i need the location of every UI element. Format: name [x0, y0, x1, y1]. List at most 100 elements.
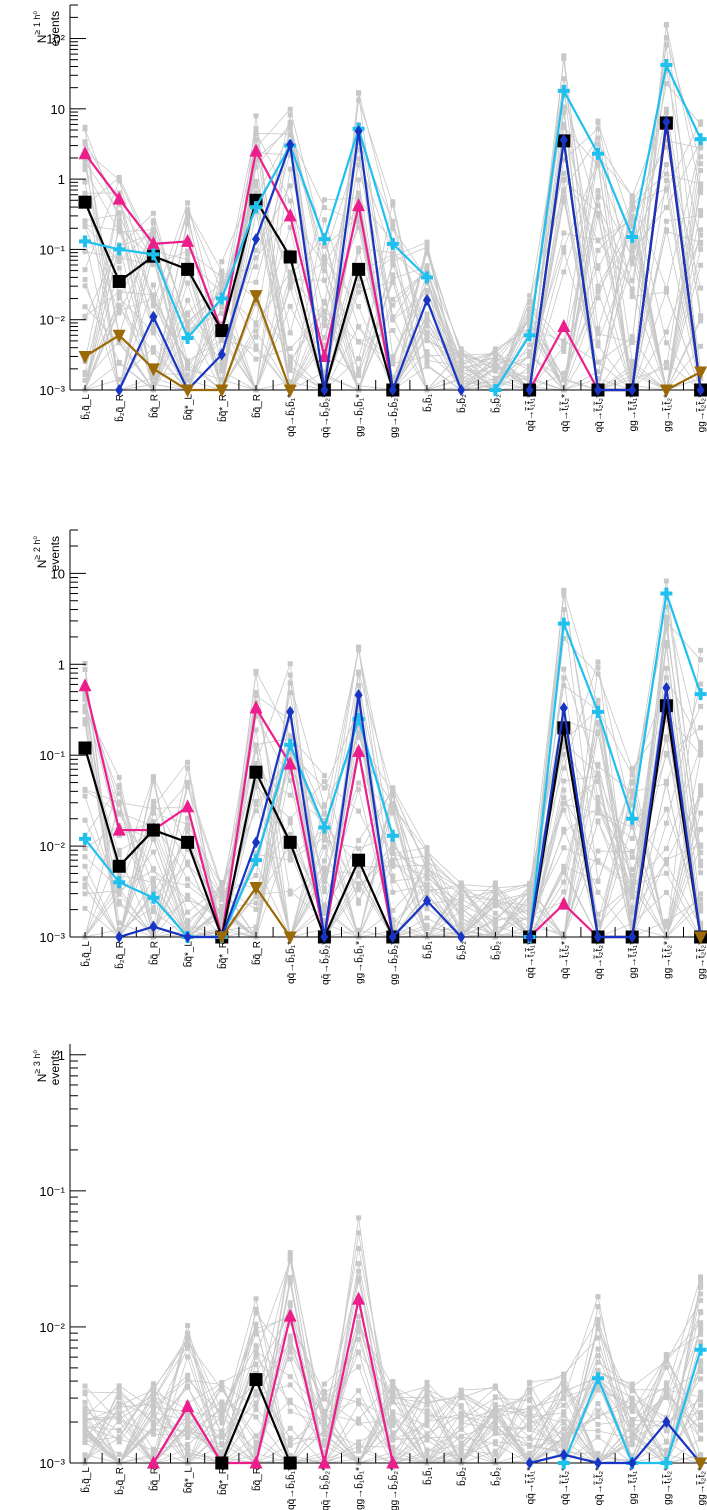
background-scan-point [288, 199, 293, 204]
background-scan-point [493, 1439, 498, 1444]
background-scan-point [664, 752, 669, 757]
background-scan-point [596, 238, 601, 243]
background-scan-point [493, 346, 498, 351]
background-scan-point [83, 864, 88, 869]
y-axis-label-main: N [35, 1074, 49, 1083]
background-scan-point [185, 877, 190, 882]
background-scan-point [83, 370, 88, 375]
background-scan-point [493, 1395, 498, 1400]
background-scan-point [493, 1417, 498, 1422]
background-scan-point [185, 281, 190, 286]
data-point [284, 1309, 297, 1322]
background-scan-point [288, 285, 293, 290]
background-scan-point [117, 775, 122, 780]
background-scan-point [630, 1418, 635, 1423]
background-scan-point [151, 303, 156, 308]
background-scan-point [459, 885, 464, 890]
x-category-label: b̃q̃*_R [216, 1467, 229, 1495]
background-scan-point [254, 873, 259, 878]
background-scan-point [425, 1432, 430, 1437]
background-scan-point [117, 1452, 122, 1457]
x-category-label: gg→t̃₁t̃₁* [627, 941, 639, 978]
x-category-label: b̃q̃*_L [182, 941, 195, 968]
background-scan-point [83, 891, 88, 896]
background-scan-point [596, 326, 601, 331]
background-scan-point [698, 1309, 703, 1314]
y-tick-label: 10⁻¹ [39, 1184, 65, 1199]
y-tick-label: 10 [51, 102, 65, 117]
background-scan-point [254, 799, 259, 804]
series-line [119, 695, 461, 937]
background-scan-point [356, 246, 361, 251]
data-point [284, 251, 297, 264]
background-scan-point [151, 837, 156, 842]
background-scan-point [596, 1401, 601, 1406]
background-scan-point [356, 780, 361, 785]
background-scan-point [459, 896, 464, 901]
x-category-label: qq̄→t̃₁t̃₁* [524, 394, 536, 431]
background-scan-point [117, 800, 122, 805]
background-scan-point [630, 1386, 635, 1391]
background-scan-point [596, 1294, 601, 1299]
x-category-label: qq̄→t̃₁t̃₂* [558, 941, 570, 979]
background-scan-point [664, 110, 669, 115]
data-point [215, 324, 228, 337]
background-scan-point [356, 1261, 361, 1266]
background-scan-point [527, 1443, 532, 1448]
background-scan-point [254, 1433, 259, 1438]
background-scan-point [698, 208, 703, 213]
background-scan-point [425, 314, 430, 319]
background-scan-point [596, 1428, 601, 1433]
background-scan-point [698, 313, 703, 318]
background-scan-point [288, 1382, 293, 1387]
x-category-label: gg→t̃₂t̃₂* [695, 1467, 707, 1505]
background-scan-point [254, 1405, 259, 1410]
background-scan-point [425, 906, 430, 911]
background-scan-point [561, 53, 566, 58]
background-scan-point [425, 883, 430, 888]
background-scan-point [356, 1419, 361, 1424]
background-scan-point [664, 1365, 669, 1370]
background-scan-point [630, 257, 635, 262]
background-scan-point [698, 233, 703, 238]
background-scan-point [151, 350, 156, 355]
background-scan-point [390, 1399, 395, 1404]
background-scan-point [83, 787, 88, 792]
background-scan-point [698, 1369, 703, 1374]
background-scan-point [630, 204, 635, 209]
background-scan-point [390, 1384, 395, 1389]
background-scan-point [664, 622, 669, 627]
background-scan-point [390, 262, 395, 267]
y-tick-label: 10⁻² [39, 313, 65, 328]
background-scan-point [561, 1403, 566, 1408]
background-scan-point [596, 1414, 601, 1419]
background-scan-point [288, 1279, 293, 1284]
background-scan-point [596, 263, 601, 268]
background-scan-point [596, 213, 601, 218]
y-tick-label: 1 [58, 657, 65, 672]
background-scan-point [185, 862, 190, 867]
x-category-label: b̃q̃_R [148, 941, 161, 965]
background-scan-point [219, 886, 224, 891]
background-scan-point [561, 245, 566, 250]
background-scan-point [356, 898, 361, 903]
x-category-label: b̃₂q̃_R [114, 941, 127, 969]
background-scan-point [527, 342, 532, 347]
background-scan-point [151, 905, 156, 910]
background-scan-point [254, 280, 259, 285]
background-scan-point [561, 349, 566, 354]
background-scan-point [254, 1323, 259, 1328]
background-scan-point [459, 376, 464, 381]
background-scan-point [390, 297, 395, 302]
background-scan-point [493, 901, 498, 906]
y-tick-label: 10⁻³ [39, 930, 65, 945]
background-scan-point [151, 1386, 156, 1391]
background-scan-point [322, 256, 327, 261]
x-category-label: b̃q̃_R [148, 394, 161, 418]
background-scan-point [561, 1410, 566, 1415]
data-point [113, 275, 126, 288]
background-scan-point [493, 376, 498, 381]
x-category-label: qq̄→t̃₁t̃₂* [558, 1467, 570, 1505]
